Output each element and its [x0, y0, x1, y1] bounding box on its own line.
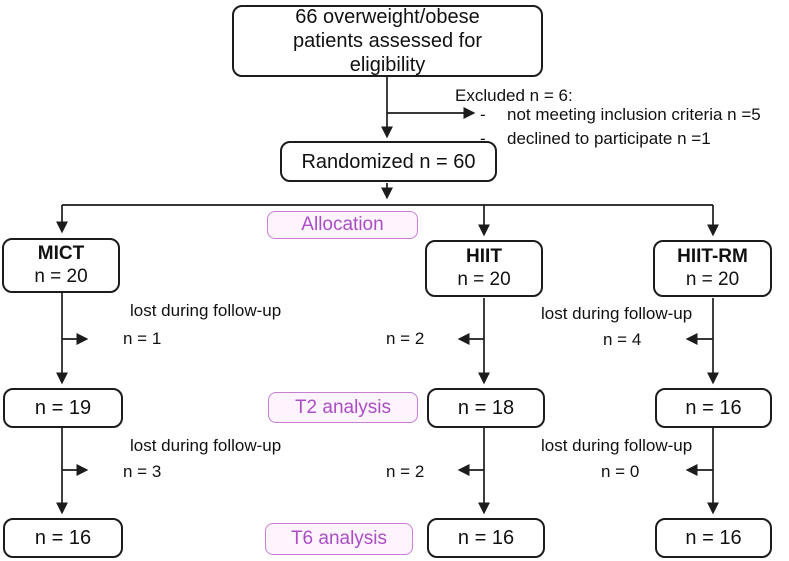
eligibility-box: 66 overweight/obese patients assessed fo… — [232, 5, 543, 77]
t2-n-box-hiit-rm: n = 16 — [655, 388, 772, 428]
group-n: n = 20 — [34, 265, 88, 287]
group-n: n = 20 — [685, 268, 740, 290]
stage-t6-analysis: T6 analysis — [265, 523, 413, 555]
excluded-item-text: declined to participate n =1 — [507, 129, 711, 148]
t2-n-box-mict: n = 19 — [3, 388, 123, 428]
group-box-mict: MICT n = 20 — [2, 238, 120, 293]
bullet-dash: - — [480, 105, 486, 124]
stage-t2-analysis: T2 analysis — [268, 392, 418, 423]
stage-allocation: Allocation — [267, 211, 418, 239]
loss-label: lost during follow-up — [130, 436, 282, 455]
t2-n-box-hiit: n = 18 — [427, 388, 545, 428]
group-n: n = 20 — [457, 268, 511, 290]
group-box-hiit-rm: HIIT-RM n = 20 — [653, 240, 772, 297]
group-name: HIIT-RM — [677, 245, 748, 267]
loss-n: n = 3 — [123, 462, 162, 481]
group-name: MICT — [37, 242, 85, 264]
loss-label: lost during follow-up — [130, 301, 282, 320]
loss-n: n = 1 — [123, 329, 162, 348]
t6-n-box-mict: n = 16 — [3, 518, 123, 558]
loss-n: n = 2 — [386, 462, 425, 481]
loss-label: lost during follow-up — [541, 436, 693, 455]
group-name: HIIT — [466, 245, 502, 267]
randomized-box: Randomized n = 60 — [280, 141, 497, 182]
loss-n: n = 4 — [603, 330, 642, 349]
loss-n: n = 2 — [386, 329, 425, 348]
excluded-item-text: not meeting inclusion criteria n =5 — [507, 105, 761, 124]
t6-n-box-hiit: n = 16 — [427, 518, 545, 558]
loss-label: lost during follow-up — [541, 304, 693, 323]
group-box-hiit: HIIT n = 20 — [425, 240, 543, 297]
t6-n-box-hiit-rm: n = 16 — [655, 518, 772, 558]
bullet-dash: - — [480, 129, 486, 148]
excluded-item: - not meeting inclusion criteria n =5 — [480, 105, 761, 125]
loss-n: n = 0 — [601, 462, 640, 481]
excluded-title: Excluded n = 6: — [455, 86, 573, 105]
excluded-item: - declined to participate n =1 — [480, 129, 711, 149]
